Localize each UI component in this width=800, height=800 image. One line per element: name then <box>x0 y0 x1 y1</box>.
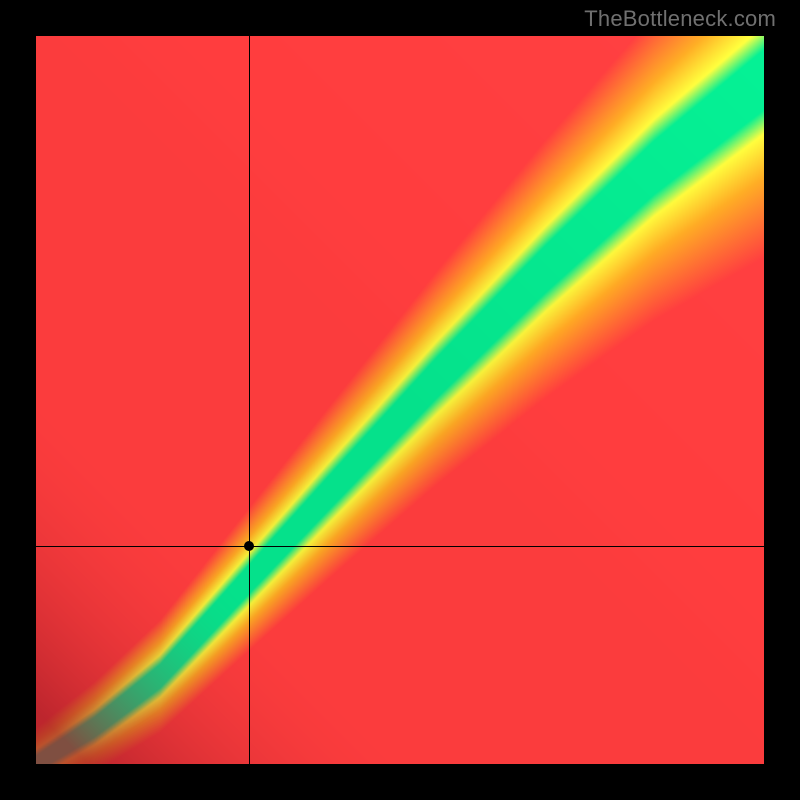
crosshair-vertical <box>249 36 250 764</box>
watermark-text: TheBottleneck.com <box>584 6 776 32</box>
heatmap-canvas <box>36 36 764 764</box>
crosshair-marker <box>244 541 254 551</box>
crosshair-horizontal <box>36 546 764 547</box>
heatmap-plot <box>36 36 764 764</box>
